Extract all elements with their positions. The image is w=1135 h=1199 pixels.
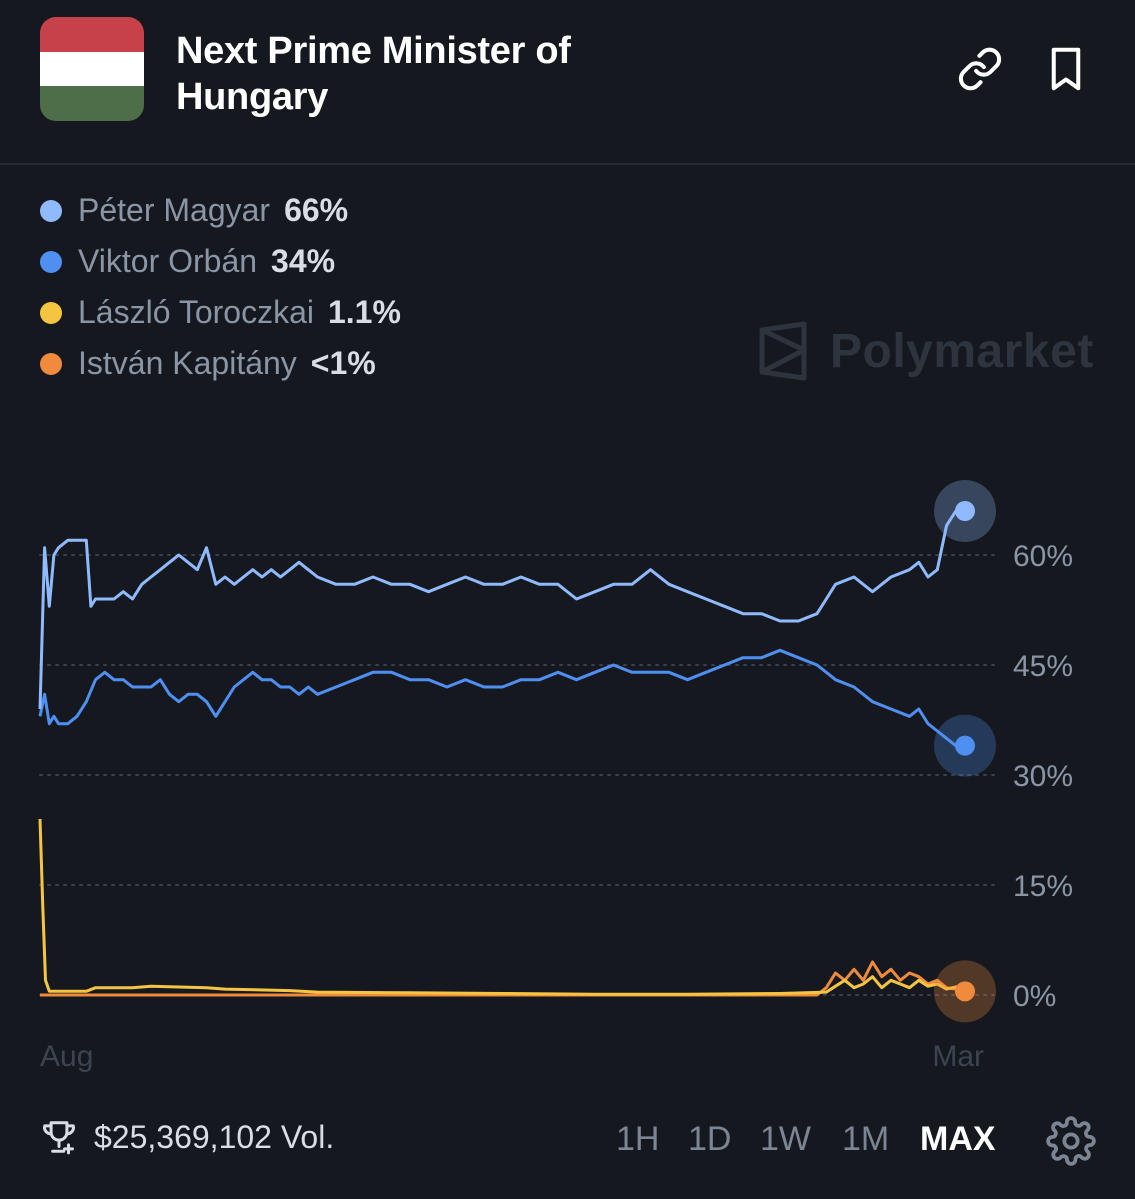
timeframe-1m[interactable]: 1M bbox=[842, 1120, 890, 1158]
series-endpoints bbox=[934, 480, 996, 1023]
legend-dot bbox=[40, 301, 62, 324]
endpoint-dot-0 bbox=[955, 501, 975, 521]
header-divider bbox=[0, 163, 1135, 165]
legend-value: 34% bbox=[271, 243, 336, 279]
volume-info: $25,369,102 Vol. bbox=[40, 1118, 334, 1156]
legend-item[interactable]: István Kapitány <1% bbox=[40, 338, 401, 389]
timeframe-1h[interactable]: 1H bbox=[616, 1120, 660, 1158]
y-tick-label: 30% bbox=[1013, 760, 1073, 793]
legend-value: 1.1% bbox=[327, 294, 401, 330]
legend-dot bbox=[40, 352, 62, 375]
y-tick-label: 45% bbox=[1013, 650, 1073, 683]
flag-stripe-green bbox=[40, 86, 144, 121]
x-tick-label: Aug bbox=[40, 1040, 93, 1073]
chart-legend: Péter Magyar 66% Viktor Orbán 34% László… bbox=[40, 185, 401, 389]
y-tick-label: 0% bbox=[1013, 980, 1056, 1013]
series-line-2 bbox=[38, 818, 965, 996]
flag-stripe-white bbox=[40, 51, 144, 87]
series-line-1 bbox=[38, 648, 965, 748]
timeframe-1d[interactable]: 1D bbox=[688, 1120, 732, 1158]
legend-name: Viktor Orbán bbox=[78, 243, 258, 279]
price-chart[interactable]: 60% 45% 30% 15% 0% Aug Mar bbox=[0, 0, 1135, 1100]
endpoint-dot-1 bbox=[955, 735, 975, 756]
legend-name: István Kapitány bbox=[78, 345, 297, 381]
y-axis-ticks: 60% 45% 30% 15% 0% bbox=[1013, 540, 1073, 1013]
legend-item[interactable]: Viktor Orbán 34% bbox=[40, 236, 401, 287]
timeframe-max[interactable]: MAX bbox=[920, 1120, 996, 1158]
legend-item[interactable]: László Toroczkai 1.1% bbox=[40, 287, 401, 338]
legend-value: 66% bbox=[284, 192, 349, 228]
chart-footer: $25,369,102 Vol. 1H 1D 1W 1M MAX bbox=[0, 1110, 1135, 1174]
link-button[interactable] bbox=[955, 44, 1005, 94]
flag-stripe-red bbox=[40, 17, 144, 52]
legend-name: László Toroczkai bbox=[78, 294, 314, 330]
polymarket-logo-icon bbox=[759, 321, 807, 381]
page-title: Next Prime Minister of Hungary bbox=[176, 30, 571, 118]
x-tick-label: Mar bbox=[932, 1040, 984, 1073]
legend-item[interactable]: Péter Magyar 66% bbox=[40, 185, 401, 236]
series-line-3 bbox=[40, 960, 966, 997]
endpoint-dot-3 bbox=[955, 981, 975, 1002]
legend-dot bbox=[40, 199, 62, 222]
y-tick-label: 15% bbox=[1013, 870, 1073, 903]
hungary-flag bbox=[40, 17, 144, 121]
timeframe-1w[interactable]: 1W bbox=[760, 1120, 811, 1158]
x-axis-labels: Aug Mar bbox=[40, 1040, 984, 1073]
series-line-0 bbox=[38, 509, 965, 710]
watermark-text: Polymarket bbox=[830, 324, 1094, 378]
chart-grid bbox=[39, 554, 996, 996]
bookmark-button[interactable] bbox=[1041, 44, 1091, 94]
trophy-icon bbox=[43, 1121, 75, 1155]
legend-dot bbox=[40, 250, 62, 273]
bookmark-icon bbox=[1051, 47, 1081, 91]
market-header: Next Prime Minister of Hungary bbox=[0, 0, 1135, 164]
volume-text: $25,369,102 Vol. bbox=[94, 1118, 335, 1155]
y-tick-label: 60% bbox=[1013, 540, 1073, 573]
legend-name: Péter Magyar bbox=[78, 192, 271, 228]
polymarket-watermark: Polymarket bbox=[756, 320, 1094, 382]
series-lines bbox=[38, 509, 966, 997]
gear-icon[interactable] bbox=[1046, 1116, 1096, 1166]
legend-value: <1% bbox=[310, 345, 376, 381]
link-icon bbox=[958, 47, 1002, 91]
